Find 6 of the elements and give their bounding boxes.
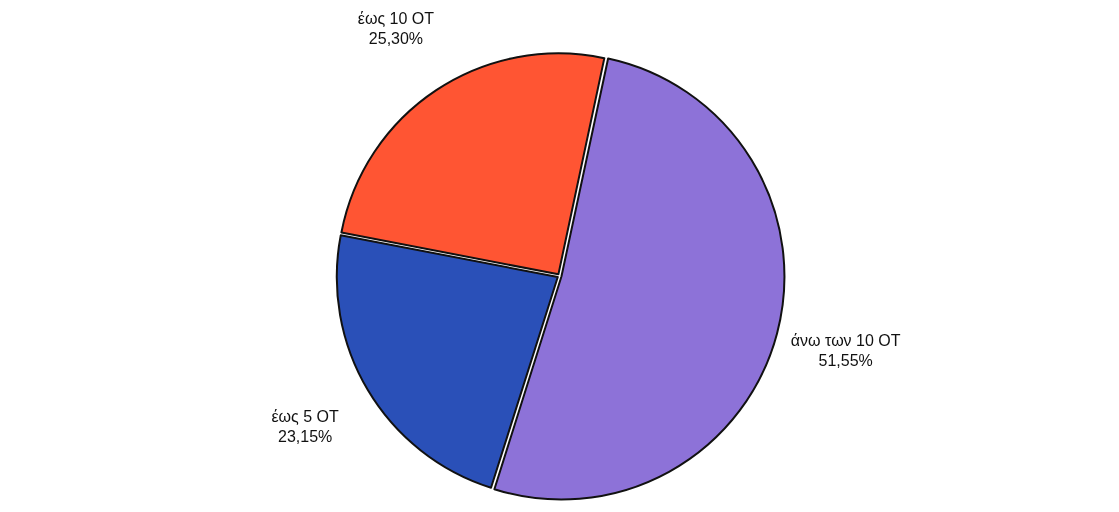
slice-label: άνω των 10 OT: [790, 331, 901, 349]
data-label: 25,30%: [368, 29, 424, 47]
slice-label: έως 5 OT: [271, 407, 340, 425]
data-label: 51,55%: [818, 351, 873, 369]
data-label: 23,15%: [277, 427, 333, 445]
slice-label: έως 10 OT: [357, 9, 435, 27]
